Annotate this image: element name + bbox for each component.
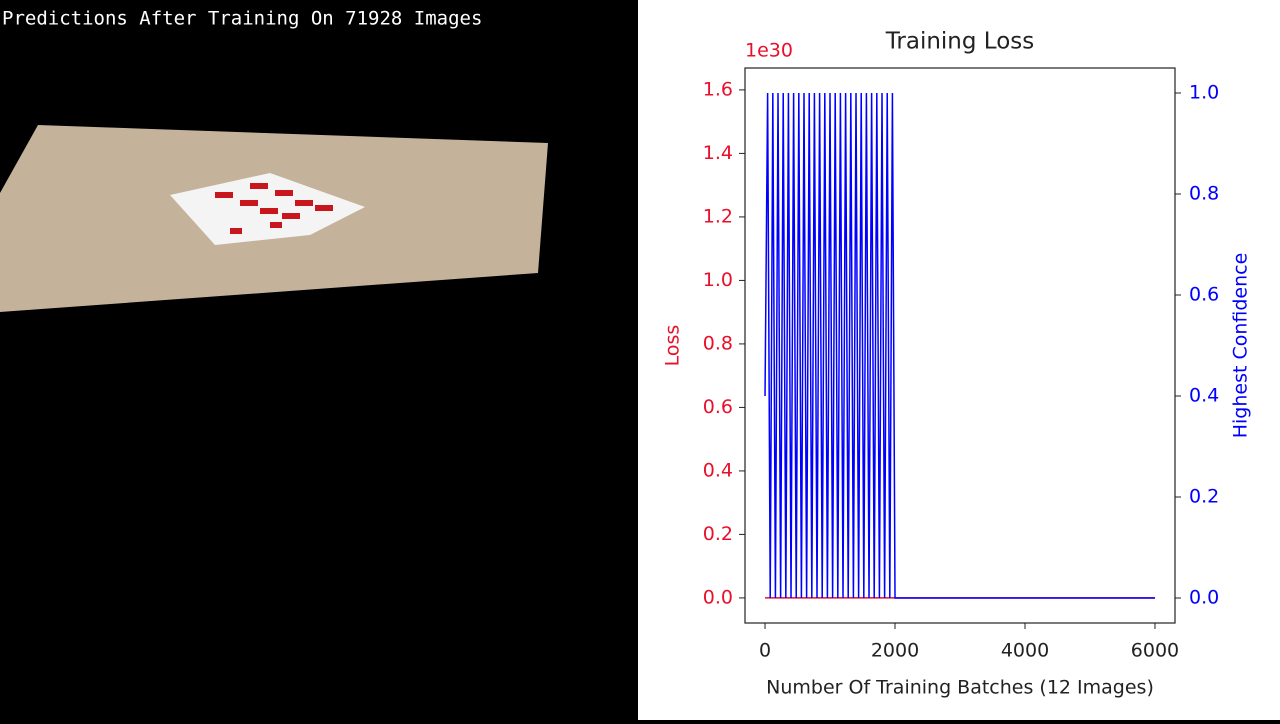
y-tick-label: 1.0: [703, 269, 733, 291]
y2-tick-label: 0.4: [1189, 385, 1219, 407]
y2-tick-label: 1.0: [1189, 81, 1219, 103]
y2-tick-label: 0.8: [1189, 182, 1219, 204]
y-tick-label: 1.2: [703, 205, 733, 227]
y-tick-label: 1.6: [703, 78, 733, 100]
y-axis-label: Loss: [662, 325, 684, 367]
y2-tick-label: 0.2: [1189, 486, 1219, 508]
y2-axis-label: Highest Confidence: [1230, 253, 1252, 439]
y-tick-label: 0.6: [703, 396, 733, 418]
x-axis-label: Number Of Training Batches (12 Images): [766, 677, 1154, 699]
y2-tick-label: 0.6: [1189, 283, 1219, 305]
y-tick-label: 1.4: [703, 142, 733, 164]
card-pips: [215, 183, 333, 234]
data-line: [764, 92, 1155, 599]
y-tick-label: 0.2: [703, 523, 733, 545]
x-tick-label: 2000: [871, 640, 919, 662]
x-tick-label: 4000: [1001, 640, 1049, 662]
plot-frame: [744, 67, 1176, 624]
x-tick-label: 0: [759, 640, 771, 662]
scene: Predictions After Training On 71928 Imag…: [0, 8, 548, 312]
chart-title: Training Loss: [885, 29, 1035, 55]
overlay-text: Predictions After Training On 71928 Imag…: [2, 8, 482, 30]
y-tick-label: 0.4: [703, 459, 733, 481]
chart-panel: Training Loss 1e30 Number Of Training Batc…: [638, 0, 1280, 720]
y2-tick-label: 0.0: [1189, 587, 1219, 609]
x-tick-label: 6000: [1131, 640, 1179, 662]
chart: Training Loss 1e30 Number Of Training Batc…: [662, 29, 1252, 699]
y-tick-label: 0.0: [703, 586, 733, 608]
y-tick-label: 0.8: [703, 332, 733, 354]
offset-text: 1e30: [745, 40, 793, 62]
prediction-view: Predictions After Training On 71928 Imag…: [0, 0, 638, 720]
